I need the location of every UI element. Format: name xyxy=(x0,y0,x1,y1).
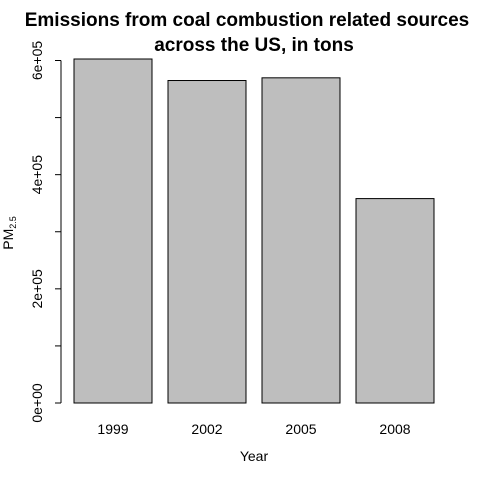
y-axis-label-main: PM xyxy=(0,229,16,250)
x-tick-label-2002: 2002 xyxy=(191,421,222,437)
bars-layer xyxy=(73,58,435,404)
bar-1999 xyxy=(73,58,153,404)
x-tick-label-1999: 1999 xyxy=(97,421,128,437)
y-tick-label-2: 4e+05 xyxy=(29,155,45,195)
chart-title-line-2: across the US, in tons xyxy=(154,35,354,56)
x-tick-label-2005: 2005 xyxy=(285,421,316,437)
y-axis-label: PM2.5 xyxy=(0,216,18,250)
x-axis-label: Year xyxy=(240,448,269,464)
bar-2002 xyxy=(167,80,247,404)
x-tick-labels: 1999 2002 2005 2008 xyxy=(97,421,410,437)
y-tick-label-1: 2e+05 xyxy=(29,269,45,309)
y-tick-label-0: 0e+00 xyxy=(29,383,45,423)
y-axis: 0e+00 2e+05 4e+05 6e+05 xyxy=(29,41,62,423)
x-tick-label-2008: 2008 xyxy=(379,421,410,437)
y-tick-label-3: 6e+05 xyxy=(29,41,45,81)
y-axis-label-subscript: 2.5 xyxy=(8,216,18,229)
bar-2008 xyxy=(355,198,435,404)
bar-2005 xyxy=(261,77,341,404)
chart-title-line-1: Emissions from coal combustion related s… xyxy=(25,10,470,31)
